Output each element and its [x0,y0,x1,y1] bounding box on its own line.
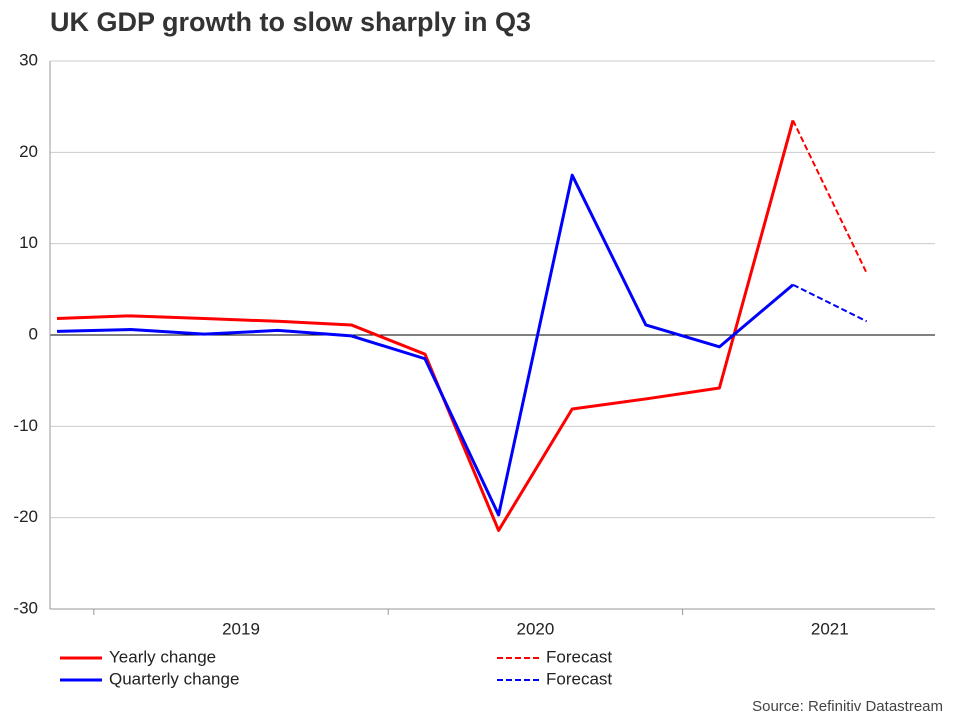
y-tick-label: -30 [13,598,38,617]
series-line [56,119,795,532]
legend-label: Forecast [546,647,612,666]
legend-label: Yearly change [109,647,216,666]
series-line [56,173,794,517]
series-line [792,119,868,274]
y-tick-label: 10 [19,233,38,252]
y-tick-label: 30 [19,50,38,69]
chart-title: UK GDP growth to slow sharply in Q3 [50,7,531,37]
x-group-label: 2021 [811,619,849,638]
legend-label: Forecast [546,669,612,688]
y-tick-label: -20 [13,507,38,526]
source: Source: Refinitiv Datastream [752,698,943,715]
y-tick-label: -10 [13,416,38,435]
x-group-label: 2020 [516,619,554,638]
y-tick-label: 20 [19,142,38,161]
y-tick-label: 0 [29,324,38,343]
legend-label: Quarterly change [109,669,239,688]
series-line [792,283,868,323]
x-group-label: 2019 [222,619,260,638]
